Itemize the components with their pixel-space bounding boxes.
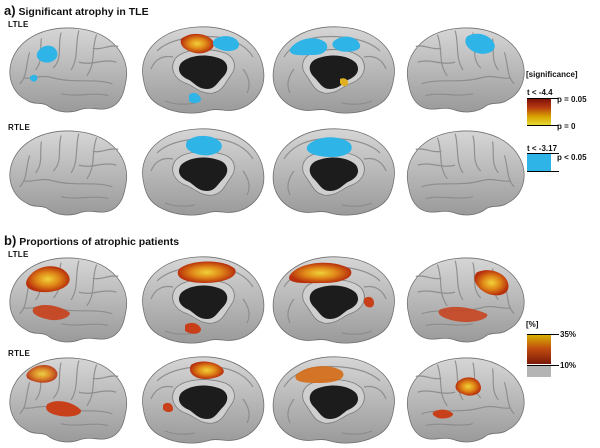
legend-tick-bottom bbox=[527, 125, 559, 126]
legend-p-top: p = 0.05 bbox=[557, 95, 587, 104]
legend-blue-tick-bottom bbox=[527, 171, 559, 172]
panel-b-title-text: Proportions of atrophic patients bbox=[19, 236, 180, 248]
legend-p-blue: p < 0.05 bbox=[557, 153, 587, 162]
legend-percent-tick-bottom bbox=[527, 365, 559, 366]
legend-percent-heading: [%] bbox=[526, 320, 539, 329]
panel-b-letter: b) bbox=[4, 233, 17, 248]
brain-a-rtle-right-lateral bbox=[406, 130, 525, 216]
brain-a-ltle-left-medial bbox=[141, 26, 265, 114]
legend-tick-top bbox=[527, 98, 559, 99]
brain-b-rtle-right-lateral bbox=[406, 357, 525, 443]
legend-significance-heading: [significance] bbox=[526, 70, 578, 79]
panel-a-title: a) Significant atrophy in TLE bbox=[4, 3, 149, 18]
legend-percent-gradient bbox=[527, 334, 551, 364]
legend-atrophy-threshold: t < -4.4 bbox=[527, 88, 553, 97]
brain-a-ltle-right-lateral bbox=[406, 27, 525, 113]
legend-percent-min: 10% bbox=[560, 361, 577, 370]
legend-blue-tick-top bbox=[527, 153, 559, 154]
legend-significance-gradient bbox=[527, 98, 551, 126]
panel-a-title-text: Significant atrophy in TLE bbox=[18, 6, 149, 18]
panel-b-row-rtle-label: RTLE bbox=[8, 349, 31, 358]
brain-b-ltle-right-medial bbox=[272, 256, 396, 344]
brain-b-ltle-left-lateral bbox=[9, 257, 128, 343]
panel-b-title: b) Proportions of atrophic patients bbox=[4, 233, 179, 248]
legend-p-bottom: p = 0 bbox=[557, 122, 576, 131]
brain-a-rtle-right-medial bbox=[272, 128, 396, 216]
panel-a-letter: a) bbox=[4, 3, 16, 18]
brain-a-rtle-left-medial bbox=[141, 128, 265, 216]
legend-blue-threshold: t < -3.17 bbox=[527, 144, 558, 153]
brain-a-ltle-right-medial bbox=[272, 26, 396, 114]
legend-percent-gray-swatch bbox=[527, 365, 551, 377]
legend-percent-tick-top bbox=[527, 334, 559, 335]
brain-b-ltle-right-lateral bbox=[406, 257, 525, 343]
brain-b-rtle-left-lateral bbox=[9, 357, 128, 443]
panel-a-row-ltle-label: LTLE bbox=[8, 20, 29, 29]
brain-b-rtle-left-medial bbox=[141, 356, 265, 444]
panel-a-row-rtle-label: RTLE bbox=[8, 123, 31, 132]
legend-blue-swatch bbox=[527, 154, 551, 171]
brain-b-rtle-right-medial bbox=[272, 356, 396, 444]
panel-b-row-ltle-label: LTLE bbox=[8, 250, 29, 259]
legend-percent-max: 35% bbox=[560, 330, 577, 339]
brain-b-ltle-left-medial bbox=[141, 256, 265, 344]
brain-a-ltle-left-lateral bbox=[9, 27, 128, 113]
brain-a-rtle-left-lateral bbox=[9, 130, 128, 216]
